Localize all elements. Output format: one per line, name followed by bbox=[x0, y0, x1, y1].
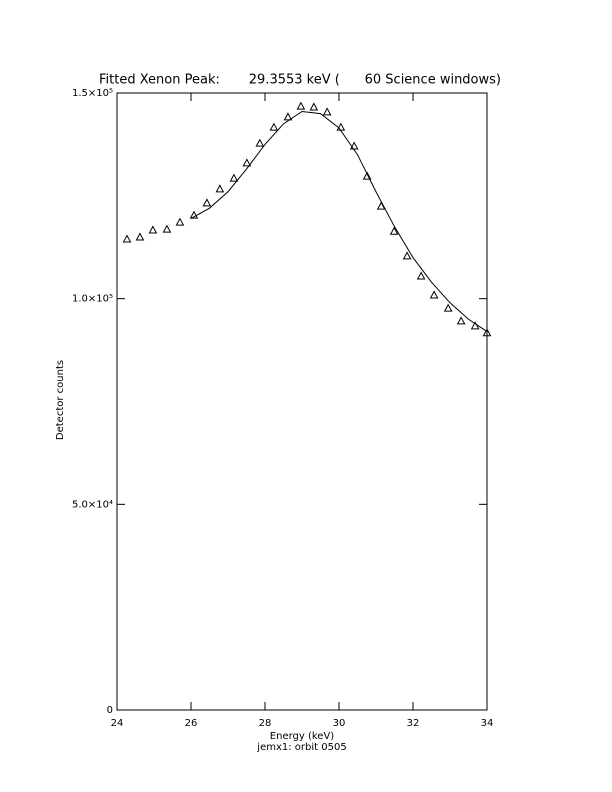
triangle-marker bbox=[443, 303, 453, 312]
x-tick-label: 28 bbox=[259, 718, 272, 729]
triangle-marker bbox=[269, 122, 279, 131]
triangle-marker bbox=[242, 158, 252, 167]
triangle-marker bbox=[202, 198, 212, 207]
triangle-marker bbox=[215, 184, 225, 193]
triangle-marker bbox=[135, 232, 145, 241]
triangle-marker bbox=[362, 171, 372, 180]
chart-title: Fitted Xenon Peak: 29.3553 keV ( 60 Scie… bbox=[99, 73, 501, 88]
triangle-marker bbox=[229, 173, 239, 182]
triangle-marker bbox=[148, 225, 158, 234]
triangle-marker bbox=[482, 328, 492, 337]
triangle-marker bbox=[309, 102, 319, 111]
x-tick-label: 24 bbox=[111, 718, 124, 729]
x-axis-label: Energy (keV) bbox=[270, 731, 335, 742]
y-axis-label: Detector counts bbox=[55, 360, 66, 440]
triangle-marker bbox=[189, 210, 199, 219]
x-tick-label: 34 bbox=[481, 718, 494, 729]
triangle-marker bbox=[470, 321, 480, 330]
plot-frame bbox=[116, 92, 488, 711]
y-tick-label: 1.0×10⁵ bbox=[72, 294, 113, 305]
triangle-marker bbox=[416, 271, 426, 280]
triangle-marker bbox=[175, 217, 185, 226]
x-tick-label: 26 bbox=[185, 718, 198, 729]
triangle-marker bbox=[322, 107, 332, 116]
subtitle: jemx1: orbit 0505 bbox=[256, 742, 346, 753]
x-tick-label: 32 bbox=[407, 718, 420, 729]
triangle-marker bbox=[283, 112, 293, 121]
triangle-marker bbox=[456, 316, 466, 325]
triangle-marker bbox=[389, 226, 399, 235]
fit-curve bbox=[190, 110, 488, 332]
triangle-marker bbox=[296, 101, 306, 110]
y-tick-label: 0 bbox=[107, 705, 113, 716]
triangle-marker bbox=[162, 224, 172, 233]
triangle-marker bbox=[122, 234, 132, 243]
y-tick-label: 5.0×10⁴ bbox=[72, 499, 113, 510]
triangle-marker bbox=[429, 290, 439, 299]
triangle-marker bbox=[255, 138, 265, 147]
y-tick-label: 1.5×10⁵ bbox=[72, 88, 113, 99]
triangle-marker bbox=[402, 251, 412, 260]
x-tick-label: 30 bbox=[333, 718, 346, 729]
